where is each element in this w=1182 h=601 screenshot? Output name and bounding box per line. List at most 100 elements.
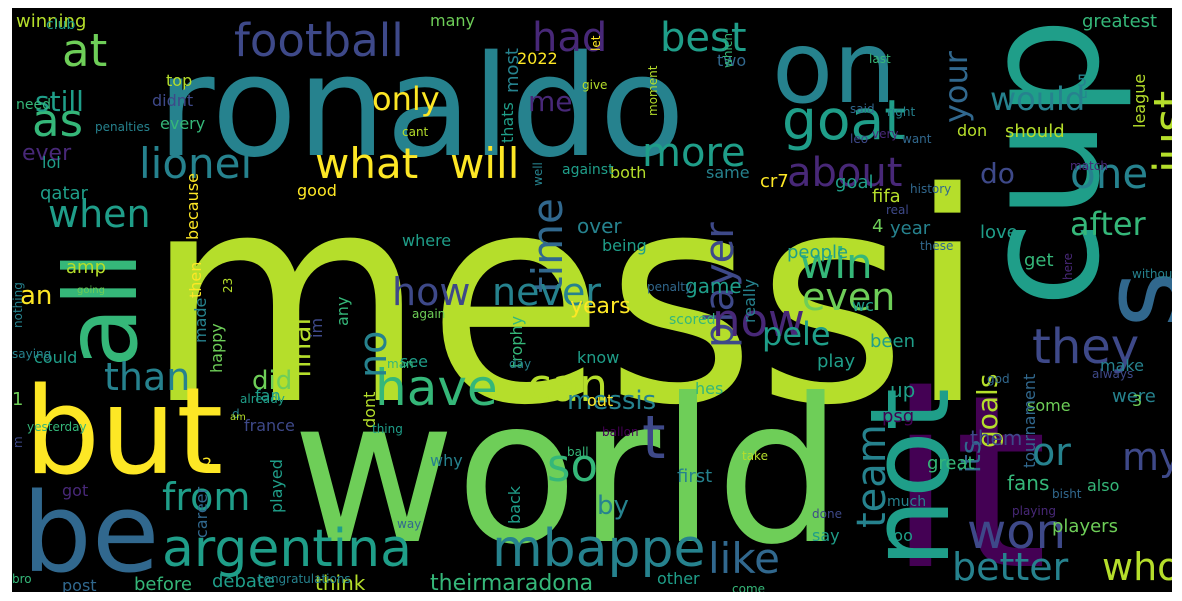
word-t: t <box>642 403 666 473</box>
word-messis: messis <box>567 386 657 416</box>
word-saying: saying <box>12 347 52 361</box>
word-who: who <box>1102 545 1172 589</box>
word-play: play <box>817 351 856 372</box>
word-some: some <box>1027 396 1071 415</box>
word-two: two <box>717 51 747 70</box>
word-congratulations: congratulations <box>257 572 351 586</box>
word-than: than <box>104 355 191 399</box>
word-lionel: lionel <box>139 139 253 188</box>
word-way: way <box>397 517 422 531</box>
word-fans: fans <box>1007 471 1050 495</box>
word-best: best <box>660 15 747 61</box>
word-theirmaradona: theirmaradona <box>430 571 594 593</box>
word-mbappe: mbappe <box>492 519 706 579</box>
word-game: game <box>685 274 742 298</box>
word-want: want <box>902 132 932 146</box>
word-going: going <box>77 285 105 296</box>
word-need: need <box>16 97 51 113</box>
word-club: club <box>46 17 76 33</box>
word-on: on <box>772 9 897 126</box>
word-cloud: messiworlditcupronaldoonbutbenotallsgoat… <box>12 8 1172 592</box>
word-been: been <box>870 331 915 352</box>
word-2022: 2022 <box>517 49 558 68</box>
word-history: history <box>910 182 952 196</box>
word-too: too <box>887 526 913 545</box>
word-winning: winning <box>16 11 87 32</box>
word-played: played <box>267 459 286 513</box>
word-see: see <box>400 352 429 371</box>
word-year: year <box>890 218 931 239</box>
word-even: even <box>802 275 896 319</box>
word-well: well <box>531 162 545 186</box>
word-fan: fan <box>255 386 281 405</box>
word-right: right <box>887 105 916 119</box>
word-always: always <box>1092 367 1134 381</box>
word-god: god <box>987 372 1010 386</box>
word-d: d <box>232 407 240 421</box>
word-very: very <box>872 127 899 141</box>
word-did: did <box>252 366 293 396</box>
word-thats: thats <box>498 102 517 143</box>
word-what: what <box>315 139 419 188</box>
word-ballon: ballon <box>602 425 639 439</box>
word-tournament: tournament <box>1020 373 1039 468</box>
word-pele: pele <box>762 315 831 353</box>
word-then: then <box>186 261 205 298</box>
word-france: france <box>244 416 295 435</box>
word-won: won <box>967 504 1067 560</box>
word-goal: goal <box>835 172 874 193</box>
word-good: good <box>297 181 337 200</box>
word-where: where <box>402 231 452 250</box>
word-over: over <box>577 214 622 238</box>
word-before: before <box>134 574 192 593</box>
word-argentina: argentina <box>162 519 412 579</box>
word-23: 23 <box>221 277 235 293</box>
word-real: real <box>886 203 909 217</box>
word-when: when <box>48 192 151 236</box>
word-why: why <box>430 451 463 470</box>
word-here: here <box>1061 252 1075 280</box>
word-had: had <box>532 15 608 61</box>
word-your: your <box>937 51 975 123</box>
word-better: better <box>952 545 1069 589</box>
word-leo: leo <box>850 132 869 146</box>
word-be: be <box>22 469 160 592</box>
word-lol: lol <box>42 153 61 172</box>
word-messi: messi <box>144 132 988 469</box>
word-penalty: penalty <box>647 280 693 294</box>
word-do: do <box>980 157 1015 190</box>
word-ball: ball <box>567 445 589 459</box>
word-both: both <box>610 163 647 182</box>
word-by: by <box>597 491 629 521</box>
word-these: these <box>920 239 954 253</box>
word-my: my <box>1122 435 1172 479</box>
word-now: now <box>712 294 805 347</box>
word-which: which <box>721 33 735 68</box>
word-think: think <box>315 571 366 592</box>
word-top: top <box>166 71 193 90</box>
word-from: from <box>162 475 251 519</box>
word-last: last <box>869 52 891 66</box>
word-never: never <box>492 270 601 314</box>
word-at: at <box>62 24 108 77</box>
word-hes: hes <box>695 379 724 398</box>
word-again: again <box>412 307 446 321</box>
word-3: 3 <box>1132 391 1143 410</box>
word-im: im <box>307 317 326 338</box>
word-thing: thing <box>372 422 403 436</box>
word-will: will <box>450 139 520 188</box>
word-it: it <box>887 343 1048 592</box>
word-about: about <box>787 150 903 196</box>
word-let: let <box>589 35 603 51</box>
word-only: only <box>372 80 440 118</box>
word-said: said <box>850 102 875 116</box>
word-take: take <box>742 449 768 463</box>
word-could: could <box>34 348 78 367</box>
word-were: were <box>1112 386 1156 407</box>
word-because: because <box>183 173 202 240</box>
word-done: done <box>812 507 842 521</box>
word-so: so <box>547 439 598 492</box>
word-really: really <box>740 278 759 323</box>
word-after: after <box>1070 205 1146 243</box>
word-already: already <box>240 392 285 406</box>
